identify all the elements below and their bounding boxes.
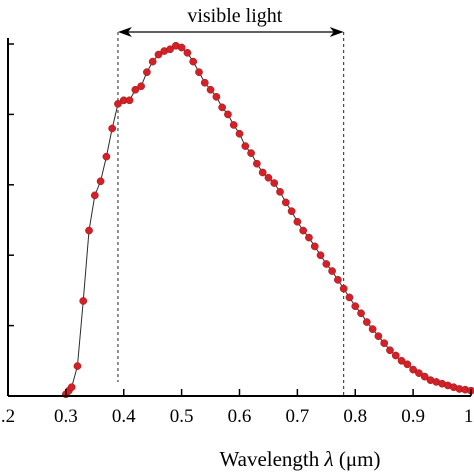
x-tick-label: 0.6 — [228, 406, 252, 427]
visible-light-arrow-head-left — [117, 27, 132, 37]
data-point — [276, 187, 284, 196]
data-point — [67, 383, 76, 392]
data-point — [148, 57, 157, 66]
data-point — [362, 318, 371, 326]
data-point — [281, 198, 290, 207]
data-point — [218, 103, 226, 112]
data-point — [73, 362, 82, 370]
annotation-layer: visible light — [117, 5, 345, 396]
data-point — [79, 297, 88, 305]
data-point — [183, 48, 192, 57]
data-point — [206, 85, 215, 94]
data-point — [397, 356, 406, 365]
data-point — [143, 68, 151, 77]
data-point — [409, 365, 417, 374]
data-point — [334, 275, 342, 284]
x-tick-label: 0.5 — [170, 406, 194, 427]
x-tick-label: 0.4 — [112, 406, 136, 427]
data-point — [229, 121, 238, 129]
data-point — [177, 43, 186, 52]
visible-light-arrow-head-right — [329, 27, 344, 37]
data-point — [339, 284, 348, 293]
visible-light-label: visible light — [187, 5, 282, 27]
axis-layer: .2 0.3 0.4 0.5 0.6 0.7 0.8 0.9 1. — [1, 38, 474, 427]
data-point — [305, 233, 313, 242]
data-point — [235, 129, 244, 138]
x-axis-label-unit: (μm) — [334, 447, 381, 471]
data-point — [391, 351, 400, 360]
data-point — [200, 78, 209, 87]
data-point — [299, 226, 308, 235]
data-point — [345, 293, 354, 302]
data-layer — [62, 41, 474, 399]
data-point — [154, 50, 163, 59]
data-point — [368, 325, 377, 333]
x-axis-label-prefix: Wavelength — [220, 447, 325, 471]
x-tick-label: 1. — [464, 406, 474, 427]
data-point — [102, 152, 111, 161]
x-tick-label: 0.7 — [286, 406, 310, 427]
data-point — [328, 267, 336, 275]
data-point — [310, 242, 319, 251]
data-point — [287, 207, 296, 216]
x-tick-label: 0.3 — [54, 406, 78, 427]
data-point — [212, 92, 221, 101]
x-axis-label: Wavelength λ (μm) — [220, 447, 381, 471]
data-point — [131, 85, 140, 94]
data-point — [293, 217, 302, 226]
data-point — [253, 159, 261, 168]
data-point — [85, 226, 93, 235]
data-point — [224, 110, 232, 119]
data-point — [137, 82, 145, 91]
x-tick-label: 0.8 — [343, 406, 367, 427]
data-point — [270, 179, 279, 187]
data-point — [420, 372, 429, 381]
data-point — [96, 177, 105, 186]
data-point — [189, 57, 198, 66]
data-point — [195, 68, 203, 77]
data-point — [403, 360, 412, 369]
data-point — [264, 173, 273, 182]
x-tick-label: 0.9 — [401, 406, 425, 427]
data-point — [322, 260, 331, 268]
data-point — [247, 149, 255, 157]
x-axis-label-symbol: λ — [324, 447, 334, 471]
x-tick-label: .2 — [1, 406, 15, 427]
data-point — [166, 45, 174, 54]
data-point — [316, 251, 325, 260]
data-point — [386, 346, 394, 355]
data-point — [90, 191, 99, 200]
data-point — [357, 309, 365, 318]
data-point — [108, 124, 117, 133]
data-point — [351, 302, 360, 311]
data-point — [374, 332, 383, 341]
data-point — [415, 369, 423, 377]
data-point — [380, 339, 389, 348]
data-point — [258, 168, 267, 177]
data-point — [125, 96, 134, 105]
data-point — [114, 99, 122, 108]
data-point — [241, 142, 250, 150]
